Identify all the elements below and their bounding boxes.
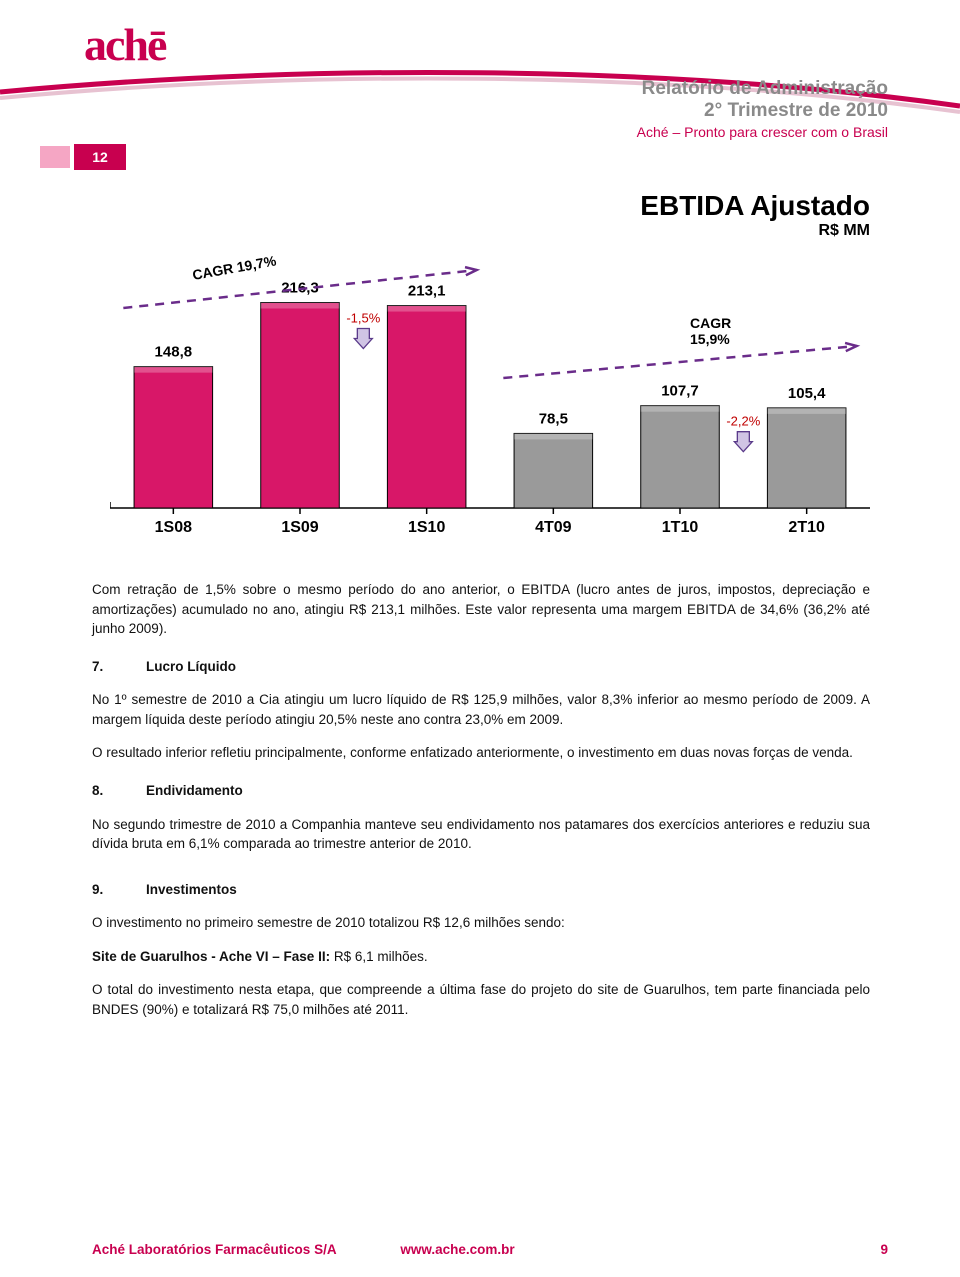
svg-text:1T10: 1T10 bbox=[662, 519, 699, 536]
svg-text:CAGR 19,7%: CAGR 19,7% bbox=[191, 252, 278, 283]
section-8-p1: No segundo trimestre de 2010 a Companhia… bbox=[92, 815, 870, 854]
chart-subtitle: R$ MM bbox=[640, 222, 870, 240]
badge-number: 12 bbox=[74, 144, 126, 170]
svg-text:-1,5%: -1,5% bbox=[346, 311, 380, 326]
page-badge: 12 bbox=[40, 144, 126, 170]
brand-logo: achē bbox=[84, 18, 165, 71]
section-8-heading: 8.Endividamento bbox=[92, 781, 870, 801]
section-9-num: 9. bbox=[92, 880, 146, 900]
section-9-p2: Site de Guarulhos - Ache VI – Fase II: R… bbox=[92, 947, 870, 967]
site-guarulhos-value: R$ 6,1 milhões. bbox=[330, 949, 428, 964]
section-7-num: 7. bbox=[92, 657, 146, 677]
body-content: Com retração de 1,5% sobre o mesmo perío… bbox=[92, 580, 870, 1033]
svg-text:1S08: 1S08 bbox=[155, 519, 192, 536]
badge-light bbox=[40, 146, 70, 168]
svg-text:213,1: 213,1 bbox=[408, 283, 446, 300]
header-tagline: Aché – Pronto para crescer com o Brasil bbox=[637, 124, 888, 140]
svg-text:1S09: 1S09 bbox=[281, 519, 318, 536]
svg-text:78,5: 78,5 bbox=[539, 410, 568, 427]
svg-text:148,8: 148,8 bbox=[155, 344, 193, 361]
logo-text: achē bbox=[84, 19, 165, 70]
section-7-heading: 7.Lucro Líquido bbox=[92, 657, 870, 677]
section-9-heading: 9.Investimentos bbox=[92, 880, 870, 900]
page-footer: Aché Laboratórios Farmacêuticos S/A www.… bbox=[92, 1242, 888, 1257]
svg-text:4T09: 4T09 bbox=[535, 519, 572, 536]
section-8-title: Endividamento bbox=[146, 783, 243, 798]
svg-text:-2,2%: -2,2% bbox=[726, 414, 760, 429]
footer-url: www.ache.com.br bbox=[400, 1242, 514, 1257]
section-9-p3: O total do investimento nesta etapa, que… bbox=[92, 980, 870, 1019]
section-7-p2: O resultado inferior refletiu principalm… bbox=[92, 743, 870, 763]
footer-left: Aché Laboratórios Farmacêuticos S/A www.… bbox=[92, 1242, 515, 1257]
svg-text:107,7: 107,7 bbox=[661, 383, 699, 400]
svg-text:1S10: 1S10 bbox=[408, 519, 445, 536]
header-title-1: Relatório de Administração bbox=[637, 78, 888, 100]
header-right: Relatório de Administração 2° Trimestre … bbox=[637, 78, 888, 140]
site-guarulhos-label: Site de Guarulhos - Ache VI – Fase II: bbox=[92, 949, 330, 964]
section-9-p1: O investimento no primeiro semestre de 2… bbox=[92, 913, 870, 933]
section-7-title: Lucro Líquido bbox=[146, 659, 236, 674]
chart-title-block: EBTIDA Ajustado R$ MM bbox=[640, 190, 870, 240]
section-8-num: 8. bbox=[92, 781, 146, 801]
svg-text:105,4: 105,4 bbox=[788, 385, 826, 402]
chart-title: EBTIDA Ajustado bbox=[640, 190, 870, 222]
footer-page-number: 9 bbox=[880, 1242, 888, 1257]
footer-company: Aché Laboratórios Farmacêuticos S/A bbox=[92, 1242, 337, 1257]
section-9-title: Investimentos bbox=[146, 882, 237, 897]
svg-text:2T10: 2T10 bbox=[788, 519, 825, 536]
section-7-p1: No 1º semestre de 2010 a Cia atingiu um … bbox=[92, 690, 870, 729]
svg-text:15,9%: 15,9% bbox=[690, 331, 730, 347]
paragraph-intro: Com retração de 1,5% sobre o mesmo perío… bbox=[92, 580, 870, 639]
page-header: achē Relatório de Administração 2° Trime… bbox=[0, 0, 960, 170]
svg-text:CAGR: CAGR bbox=[690, 315, 731, 331]
ebitda-bar-chart: 1S08148,81S09216,31S10213,14T0978,51T101… bbox=[110, 250, 870, 550]
header-title-2: 2° Trimestre de 2010 bbox=[637, 100, 888, 122]
